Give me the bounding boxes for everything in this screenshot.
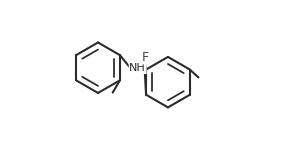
Text: F: F [142, 51, 149, 64]
Text: NH: NH [129, 64, 146, 74]
